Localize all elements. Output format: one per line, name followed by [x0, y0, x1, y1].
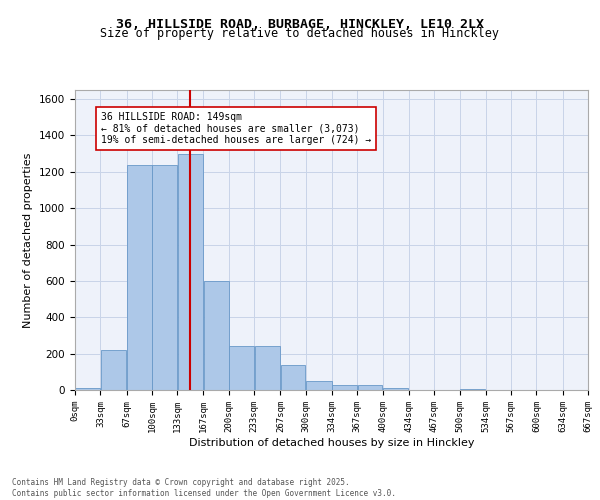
Bar: [383, 388, 409, 390]
Bar: [254, 346, 280, 390]
Bar: [152, 164, 177, 390]
Bar: [358, 386, 382, 390]
Text: Contains HM Land Registry data © Crown copyright and database right 2025.
Contai: Contains HM Land Registry data © Crown c…: [12, 478, 396, 498]
Bar: [332, 384, 357, 390]
Bar: [229, 346, 254, 390]
Bar: [127, 164, 152, 390]
Bar: [281, 364, 305, 390]
Bar: [460, 389, 485, 390]
Text: Size of property relative to detached houses in Hinckley: Size of property relative to detached ho…: [101, 28, 499, 40]
Y-axis label: Number of detached properties: Number of detached properties: [23, 152, 34, 328]
Bar: [178, 154, 203, 390]
Text: 36, HILLSIDE ROAD, BURBAGE, HINCKLEY, LE10 2LX: 36, HILLSIDE ROAD, BURBAGE, HINCKLEY, LE…: [116, 18, 484, 30]
Bar: [76, 388, 100, 390]
Bar: [306, 381, 332, 390]
Bar: [101, 350, 126, 390]
Text: 36 HILLSIDE ROAD: 149sqm
← 81% of detached houses are smaller (3,073)
19% of sem: 36 HILLSIDE ROAD: 149sqm ← 81% of detach…: [101, 112, 371, 145]
Bar: [204, 281, 229, 390]
X-axis label: Distribution of detached houses by size in Hinckley: Distribution of detached houses by size …: [189, 438, 474, 448]
